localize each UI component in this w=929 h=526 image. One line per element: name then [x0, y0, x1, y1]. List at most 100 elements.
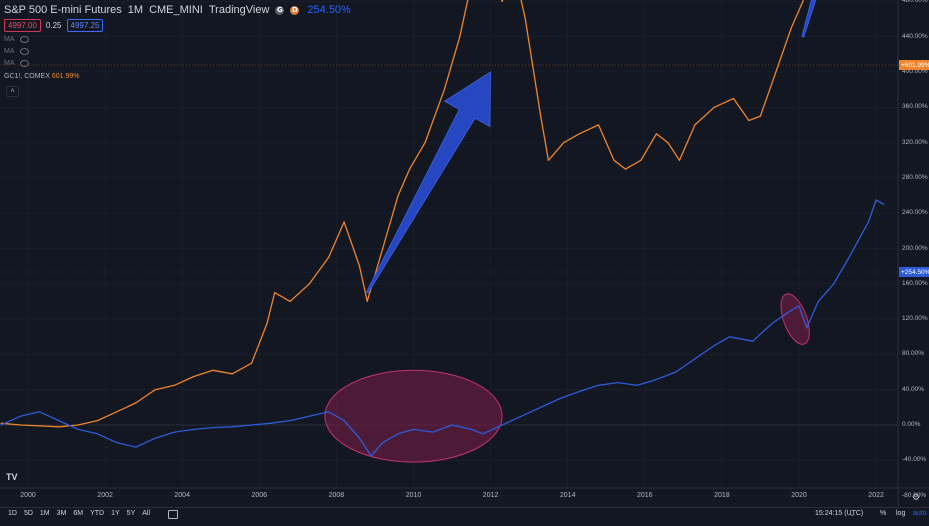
gold-data-point [289, 300, 291, 302]
gold-data-point [424, 142, 426, 144]
interval-label[interactable]: 1M [127, 4, 144, 16]
settings-gear-icon[interactable]: ⚙ [912, 492, 921, 502]
gold-data-point [343, 221, 345, 223]
gold-data-point [759, 115, 762, 117]
range-1d-button[interactable]: 1D [8, 510, 17, 517]
indicator-row-1[interactable]: MA [4, 36, 29, 43]
exchange-label: CME_MINI [149, 4, 203, 16]
change-percent: 254.50% [307, 4, 351, 16]
spx-data-point [617, 382, 619, 384]
gold-data-point [524, 18, 526, 20]
gold-data-point [597, 124, 600, 126]
spx-data-point [270, 422, 272, 424]
spx-data-point [343, 420, 345, 422]
gold-data-point [624, 168, 627, 170]
gold-data-point [713, 106, 715, 108]
range-5d-button[interactable]: 5D [23, 510, 33, 517]
spx-data-point [251, 424, 253, 426]
spx-data-point [501, 424, 503, 426]
spx-data-point [358, 437, 361, 439]
gold-data-point [116, 411, 118, 413]
gold-data-point [251, 362, 253, 364]
source-label: TradingView [208, 4, 270, 16]
sell-button[interactable]: 4997.00 [4, 19, 41, 32]
spx-data-point [867, 221, 870, 223]
gold-data-point [655, 133, 658, 135]
spx-data-point [806, 327, 808, 329]
compare-symbol-row[interactable]: GC1!, COMEX 601.99% [4, 73, 80, 80]
trend-arrow[interactable] [365, 71, 492, 294]
eye-icon[interactable] [19, 48, 29, 55]
eye-icon[interactable] [19, 36, 29, 43]
y-tick-label: 280.00% [902, 173, 928, 181]
compare-symbol: GC1!, COMEX [4, 73, 50, 80]
range-ytd-button[interactable]: YTD [90, 510, 105, 517]
spx-data-point [540, 406, 542, 408]
gold-data-point [231, 373, 233, 375]
spx-data-point [597, 384, 600, 386]
spx-data-point [328, 411, 330, 413]
indicator-row-3[interactable]: MA [4, 60, 29, 67]
gold-data-point [640, 159, 642, 161]
collapse-legend-button[interactable]: ˄ [6, 86, 19, 97]
gold-data-point [77, 424, 79, 426]
symbol-title[interactable]: S&P 500 E-mini Futures [4, 4, 122, 16]
highlight-ellipse[interactable] [775, 290, 815, 348]
highlight-ellipse[interactable] [324, 369, 503, 463]
gold-data-point [308, 283, 310, 285]
spx-data-point [817, 300, 819, 302]
indicator-label: MA [4, 36, 15, 43]
gold-data-point [366, 300, 368, 302]
spx-data-point [58, 420, 60, 422]
symbol-header[interactable]: S&P 500 E-mini Futures 1M CME_MINI Tradi… [4, 3, 351, 17]
g-badge-icon: G [275, 5, 285, 15]
x-tick-label: 2020 [791, 492, 807, 499]
spx-data-point [96, 433, 98, 435]
percent-scale-toggle[interactable]: % [880, 510, 887, 517]
spx-data-point [675, 371, 677, 373]
spx-data-point [193, 428, 195, 430]
spx-data-point [883, 203, 885, 205]
calendar-icon[interactable] [168, 510, 178, 519]
gold-data-point [19, 424, 21, 426]
range-3m-button[interactable]: 3M [56, 510, 67, 517]
spx-data-point [77, 428, 79, 430]
eye-icon[interactable] [19, 60, 29, 67]
gold-data-point [775, 71, 777, 73]
auto-scale-toggle[interactable]: auto [913, 510, 927, 517]
spx-data-point [289, 420, 291, 422]
spx-data-point [116, 442, 118, 444]
gold-data-point [409, 168, 411, 170]
clock-time[interactable]: 15:24:15 (UTC) [815, 510, 864, 517]
spx-price-tag: +254.50% [899, 267, 929, 277]
gold-data-point [694, 124, 696, 126]
chevron-down-icon[interactable]: ⌄ [849, 511, 855, 518]
spread-value: 0.25 [45, 21, 62, 30]
gold-data-point [58, 426, 60, 428]
indicator-row-2[interactable]: MA [4, 48, 29, 55]
buy-button[interactable]: 4997.25 [66, 19, 104, 32]
range-6m-button[interactable]: 6M [73, 510, 84, 517]
y-tick-label: 440.00% [902, 32, 928, 40]
tradingview-logo[interactable]: TV [6, 472, 18, 482]
trend-arrow[interactable] [801, 0, 830, 38]
range-5y-button[interactable]: 5Y [126, 510, 136, 517]
range-1y-button[interactable]: 1Y [111, 510, 120, 517]
gold-data-point [678, 159, 681, 161]
spx-data-point [470, 428, 472, 430]
y-tick-label: -40.00% [902, 456, 927, 464]
spx-data-point [0, 424, 2, 426]
d-badge-label: D [292, 6, 298, 14]
gold-data-point [266, 322, 268, 325]
d-badge-icon: D [290, 5, 300, 15]
y-tick-label: 360.00% [902, 103, 928, 111]
log-scale-toggle[interactable]: log [896, 510, 906, 517]
range-all-button[interactable]: All [142, 510, 151, 517]
gold-data-point [540, 115, 542, 117]
spx-data-point [713, 345, 715, 347]
spx-data-point [559, 397, 561, 400]
range-1m-button[interactable]: 1M [39, 510, 50, 517]
spx-data-point [651, 380, 654, 382]
gold-data-point [547, 159, 550, 161]
